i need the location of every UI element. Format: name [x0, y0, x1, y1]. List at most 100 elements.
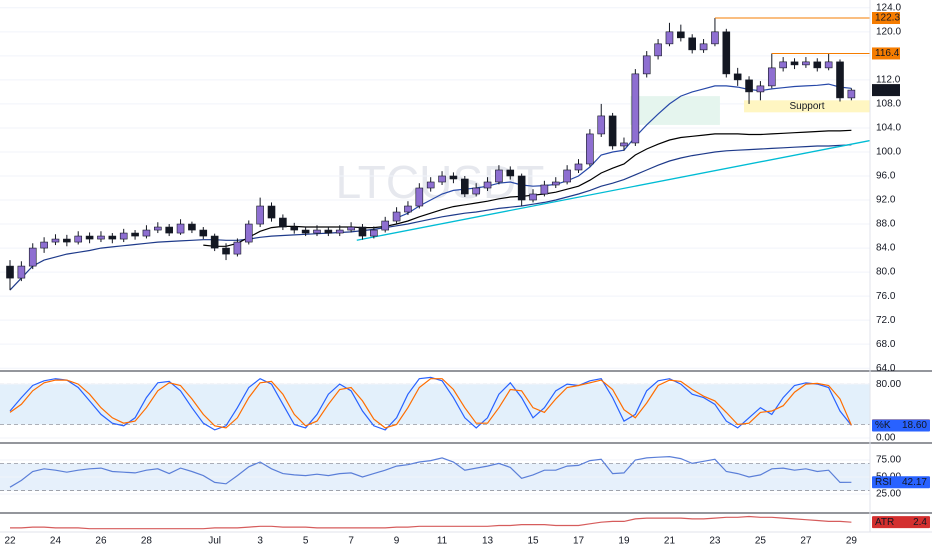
indicator-line: [9, 378, 852, 429]
y-tick-label: 124.0: [876, 2, 901, 13]
candle-body: [620, 142, 628, 147]
indicator-line: [9, 455, 852, 488]
candle-body: [540, 184, 549, 195]
x-tick-label: 25: [755, 536, 767, 547]
candle-body: [460, 178, 469, 195]
x-tick-label: 13: [482, 536, 494, 547]
candle-body: [529, 193, 537, 201]
price-tag: [872, 12, 900, 25]
candle-body: [301, 229, 310, 234]
value-tag: [872, 476, 930, 489]
candle-body: [790, 61, 799, 66]
x-tick-label: 7: [348, 536, 354, 547]
tag-value: 42.17: [902, 477, 927, 488]
candle-body: [97, 235, 105, 240]
x-tick-label: 19: [618, 536, 630, 547]
last-price-tag: [872, 84, 900, 97]
x-tick-label: 28: [141, 536, 153, 547]
candle-body: [188, 223, 196, 231]
y-tick-label: 88.0: [876, 219, 896, 230]
band: [0, 384, 870, 425]
x-tick-label: 3: [257, 536, 263, 547]
value-tag: [872, 419, 930, 432]
y-tick-label: 76.0: [876, 291, 896, 302]
tag-value: 18.60: [902, 420, 927, 431]
candle-body: [426, 181, 435, 189]
candle-body: [847, 89, 856, 99]
candle-body: [347, 226, 355, 231]
y-tick-label: 104.0: [876, 123, 901, 134]
x-tick-label: 15: [527, 536, 539, 547]
candle-body: [28, 247, 37, 267]
candle-body: [654, 43, 662, 57]
candle-body: [813, 61, 822, 69]
x-tick-label: 24: [50, 536, 62, 547]
trendline: [356, 139, 871, 241]
candle-body: [131, 232, 139, 237]
candle-body: [267, 205, 276, 219]
candle-body: [642, 55, 651, 75]
candle-body: [597, 115, 606, 135]
y-tick-label: 100.0: [876, 147, 901, 158]
y-tick-label: 72.0: [876, 315, 896, 326]
y-tick-label: 68.0: [876, 339, 896, 350]
candle-body: [711, 31, 719, 45]
candle-body: [210, 235, 219, 249]
price-tag-label: 116.4: [875, 48, 900, 59]
candle-body: [17, 265, 26, 279]
x-tick-label: 17: [573, 536, 585, 547]
price-tag-label: 122.3: [875, 13, 900, 24]
x-tick-label: 5: [303, 536, 309, 547]
candle-body: [551, 181, 560, 186]
candle-body: [313, 229, 321, 234]
candle-body: [40, 241, 48, 249]
candle-body: [438, 175, 446, 183]
candle-body: [335, 229, 344, 234]
candle-body: [142, 229, 151, 237]
y-tick-label: 64.0: [876, 363, 896, 374]
x-tick-label: 22: [4, 536, 16, 547]
y-tick-label: 80.00: [876, 379, 901, 390]
candle-body: [563, 169, 571, 183]
y-tick-label: 0.00: [876, 433, 896, 444]
candle-body: [404, 205, 412, 213]
y-tick-label: 92.0: [876, 195, 896, 206]
indicator-line: [10, 515, 852, 530]
candle-body: [415, 187, 424, 207]
candle-body: [722, 31, 731, 75]
candle-body: [199, 229, 208, 237]
x-tick-label: Jul: [208, 536, 221, 547]
tag-name: ATR: [875, 517, 894, 528]
candle-body: [631, 73, 640, 144]
candle-body: [574, 163, 583, 171]
candle-body: [517, 175, 526, 201]
candle-body: [119, 232, 128, 240]
candle-body: [74, 235, 83, 243]
candle-body: [495, 169, 503, 183]
zone: [630, 96, 720, 125]
candle-body: [824, 61, 833, 69]
candle-body: [767, 67, 776, 87]
candle-body: [677, 31, 685, 39]
candle-body: [290, 226, 299, 231]
candle-body: [63, 238, 71, 243]
candle-body: [233, 241, 242, 255]
candle-body: [256, 205, 264, 225]
x-tick-label: 9: [394, 536, 400, 547]
indicator-line: [9, 144, 852, 291]
candle-body: [699, 43, 708, 51]
candle-body: [449, 175, 458, 180]
candle-body: [51, 238, 60, 243]
tag-name: %K: [875, 420, 891, 431]
value-tag: [872, 516, 930, 529]
x-tick-label: 23: [709, 536, 721, 547]
candle-body: [586, 133, 594, 165]
candle-body: [244, 223, 253, 243]
candle-body: [733, 73, 742, 81]
candle-body: [472, 187, 480, 195]
candle-body: [176, 223, 185, 234]
candle-body: [506, 169, 515, 177]
candle-body: [324, 229, 333, 234]
y-tick-label: 108.0: [876, 99, 901, 110]
